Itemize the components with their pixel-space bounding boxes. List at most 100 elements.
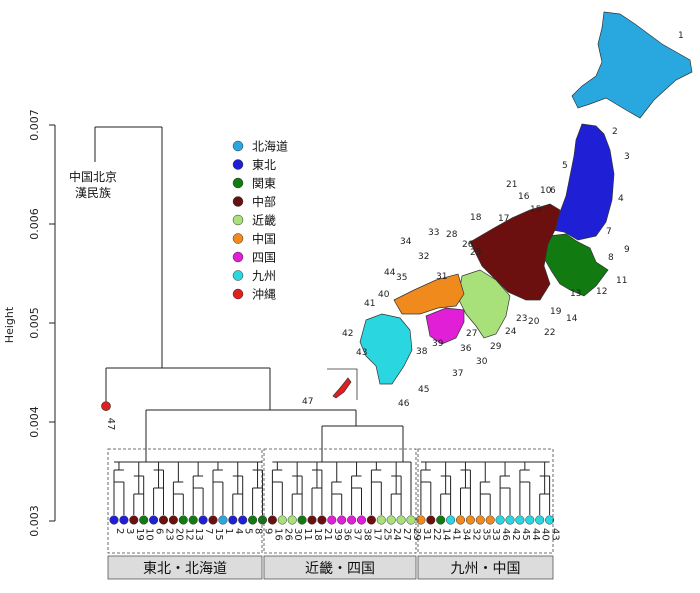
prefecture-number: 15 — [530, 205, 541, 215]
leaf-label: 34 — [461, 528, 472, 541]
okinawa-inset-frame — [327, 368, 358, 400]
leaf-label: 40 — [540, 528, 551, 541]
leaf-point — [119, 515, 129, 525]
leaf-label: 5 — [243, 528, 254, 534]
cluster-box — [107, 448, 263, 554]
legend-label: 北海道 — [252, 139, 288, 154]
prefecture-number: 30 — [476, 357, 488, 367]
prefecture-number: 36 — [460, 344, 472, 354]
leaf-label: 7 — [203, 528, 214, 534]
prefecture-number: 2 — [612, 127, 618, 137]
tohoku-region — [551, 123, 615, 241]
leaf-point — [218, 515, 228, 525]
leaf-point — [406, 515, 416, 525]
prefecture-number: 40 — [378, 290, 390, 300]
prefecture-number: 39 — [432, 339, 444, 349]
prefecture-number: 47 — [302, 397, 313, 407]
leaf-label: 44 — [530, 528, 541, 541]
legend-label: 中部 — [252, 194, 276, 209]
leaf-point — [297, 515, 307, 525]
leaf-label: 24 — [391, 528, 402, 541]
y-tick-label: 0.005 — [28, 307, 41, 339]
legend-swatch — [232, 177, 244, 189]
legend-label: 近畿 — [252, 214, 276, 228]
leaf-label: 14 — [441, 528, 452, 541]
leaf-point — [446, 515, 456, 525]
leaf-label: 21 — [322, 528, 333, 541]
prefecture-number: 5 — [562, 161, 568, 171]
hokkaido-region — [571, 11, 693, 119]
prefecture-number: 16 — [518, 192, 530, 202]
legend-swatch — [232, 196, 244, 207]
prefecture-number: 45 — [418, 385, 429, 395]
leaf-point — [475, 515, 485, 525]
prefecture-number: 6 — [550, 186, 556, 196]
leaf-label: 16 — [272, 528, 283, 541]
legend-swatch — [232, 270, 244, 281]
prefecture-number: 21 — [506, 180, 517, 190]
leaf-point — [376, 515, 386, 525]
japan-map: 1234567891011121314151617181920212223242… — [302, 11, 693, 409]
prefecture-number: 7 — [606, 227, 612, 237]
leaf-label: 25 — [381, 528, 392, 541]
leaf-point — [317, 515, 327, 525]
leaf-label: 18 — [312, 528, 323, 541]
legend-swatch — [232, 214, 244, 226]
leaf-label: 20 — [173, 528, 184, 541]
leaf-point — [455, 515, 466, 525]
y-tick-label: 0.006 — [28, 208, 41, 240]
okinawa-region — [332, 377, 352, 399]
prefecture-number: 31 — [436, 272, 447, 282]
leaf-point — [129, 515, 139, 525]
leaf-label: 46 — [500, 528, 511, 541]
leaf-label: 27 — [401, 528, 412, 541]
leaf-point — [485, 515, 495, 525]
leaf-label: 31 — [421, 528, 432, 541]
leaf-point — [337, 515, 347, 525]
prefecture-number: 26 — [462, 240, 474, 250]
legend-swatch — [232, 159, 244, 170]
leaf-point — [525, 515, 535, 525]
leaf-label: 1 — [223, 528, 234, 534]
chubu-region — [469, 203, 561, 301]
leaf-label: 23 — [164, 528, 175, 541]
prefecture-number: 42 — [342, 329, 353, 339]
leaf-point — [386, 515, 396, 525]
y-axis-title: Height — [3, 306, 16, 343]
prefecture-number: 29 — [490, 342, 502, 352]
leaf-point — [267, 515, 277, 525]
leaf-label: 15 — [213, 528, 224, 541]
kinki-region — [457, 269, 511, 339]
leaf-point — [228, 515, 238, 525]
leaf-label: 26 — [282, 528, 293, 541]
leaf-label: 41 — [451, 528, 462, 541]
leaf-label: 33 — [490, 528, 501, 541]
prefecture-number: 17 — [498, 214, 509, 224]
leaf-point — [168, 515, 178, 525]
leaf-point — [436, 515, 446, 525]
legend-label: 中国 — [252, 231, 276, 246]
chugoku-region — [393, 273, 465, 315]
prefecture-number: 11 — [616, 276, 627, 286]
leaf-point — [178, 515, 188, 525]
leaf-label: 11 — [302, 528, 313, 541]
leaf-label: 36 — [342, 528, 353, 541]
prefecture-number: 8 — [608, 253, 614, 263]
leaf-point — [188, 515, 198, 525]
leaf-label: 42 — [510, 528, 521, 541]
root-label: 漢民族 — [75, 186, 111, 200]
prefecture-number: 34 — [400, 237, 412, 247]
prefecture-number: 4 — [618, 194, 624, 204]
leaf-point — [158, 515, 169, 525]
prefecture-number: 18 — [470, 213, 482, 223]
group-label-box — [107, 555, 263, 580]
leaf-point — [257, 515, 268, 525]
prefecture-number: 46 — [398, 399, 410, 409]
leaf-point — [287, 515, 297, 525]
legend-label: 四国 — [252, 251, 276, 265]
leaf-point — [198, 515, 208, 525]
leaf-label: 9 — [263, 528, 274, 534]
prefecture-number: 12 — [596, 287, 607, 297]
root-label: 中国北京 — [69, 169, 117, 184]
leaf-label: 4 — [233, 528, 244, 534]
